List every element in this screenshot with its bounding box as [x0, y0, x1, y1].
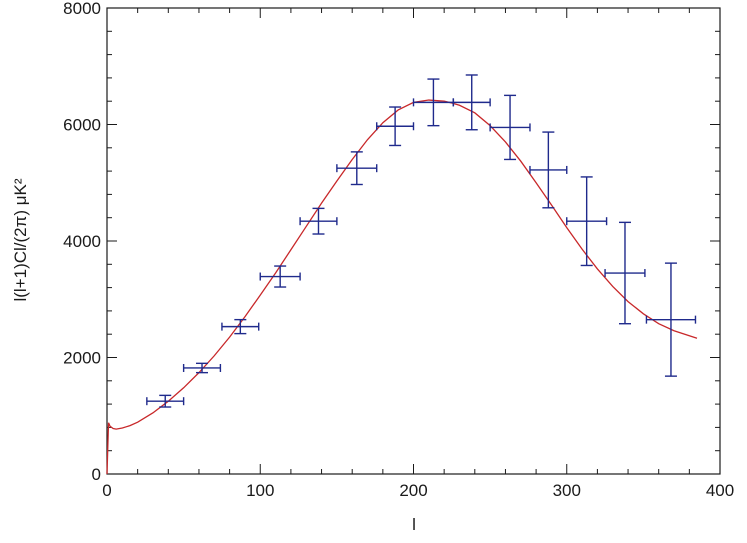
data-point-errorbar [259, 265, 301, 288]
data-point-errorbar [182, 362, 222, 374]
data-point-errorbar [566, 176, 608, 267]
data-point-errorbar [221, 318, 260, 335]
data-point-errorbar [529, 131, 568, 209]
data-point-errorbar [299, 207, 338, 235]
x-axis-label: l [412, 515, 416, 534]
y-tick-label: 0 [92, 465, 101, 484]
data-point-errorbar [412, 78, 455, 127]
y-tick-label: 8000 [63, 0, 101, 18]
x-tick-label: 400 [706, 481, 734, 500]
y-tick-label: 4000 [63, 232, 101, 251]
data-point-errorbar [489, 94, 531, 161]
plot-frame [106, 7, 721, 475]
data-point-errorbar [336, 151, 378, 186]
x-tick-label: 100 [246, 481, 274, 500]
y-axis-label: l(l+1)Cl/(2π) μK² [11, 178, 30, 301]
data-point-errorbar [376, 106, 415, 147]
x-tick-label: 200 [399, 481, 427, 500]
data-point-errorbar [645, 262, 697, 377]
data-point-errorbar [604, 221, 646, 325]
data-point-errorbar [146, 394, 185, 408]
data-point-errorbar [452, 74, 491, 131]
model-curve [106, 99, 698, 475]
y-tick-label: 6000 [63, 116, 101, 135]
x-tick-label: 300 [553, 481, 581, 500]
x-tick-label: 0 [102, 481, 111, 500]
y-tick-label: 2000 [63, 349, 101, 368]
